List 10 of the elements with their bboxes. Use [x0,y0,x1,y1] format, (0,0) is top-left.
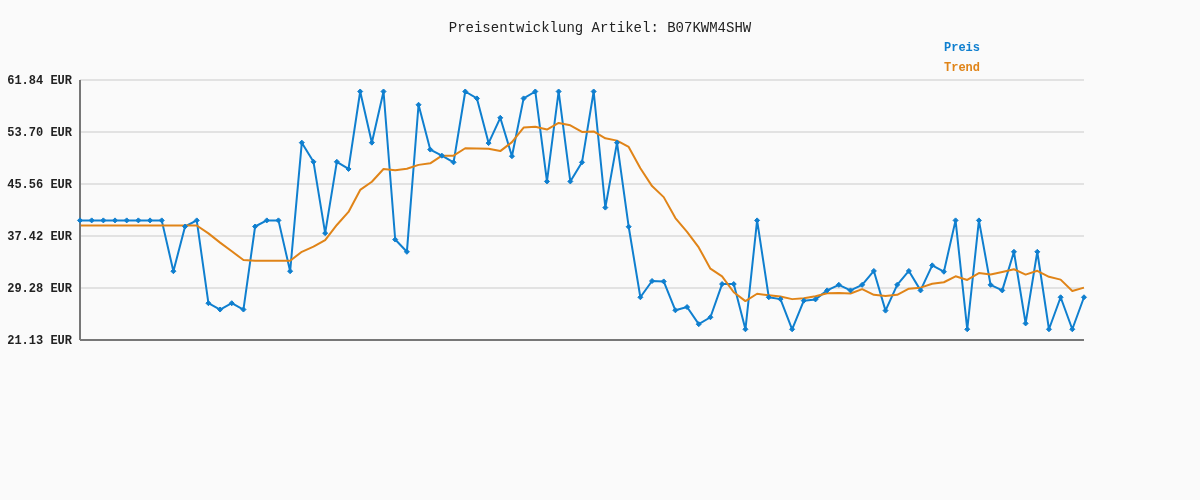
text: Trend [943,60,980,77]
y-tick-label: 61.84 EUR [7,74,73,89]
y-tick-label: 53.70 EUR [7,126,73,141]
y-tick-label: 37.42 EUR [7,230,73,245]
line-series [79,121,1085,303]
y-tick-label: 29.28 EUR [7,282,73,297]
text: Preis [943,40,980,57]
y-tick-label: 45.56 EUR [7,178,73,193]
chart-title: Preisentwicklung Artikel: B07KWM4SHW [447,20,753,36]
y-tick-label: 21.13 EUR [7,334,73,349]
